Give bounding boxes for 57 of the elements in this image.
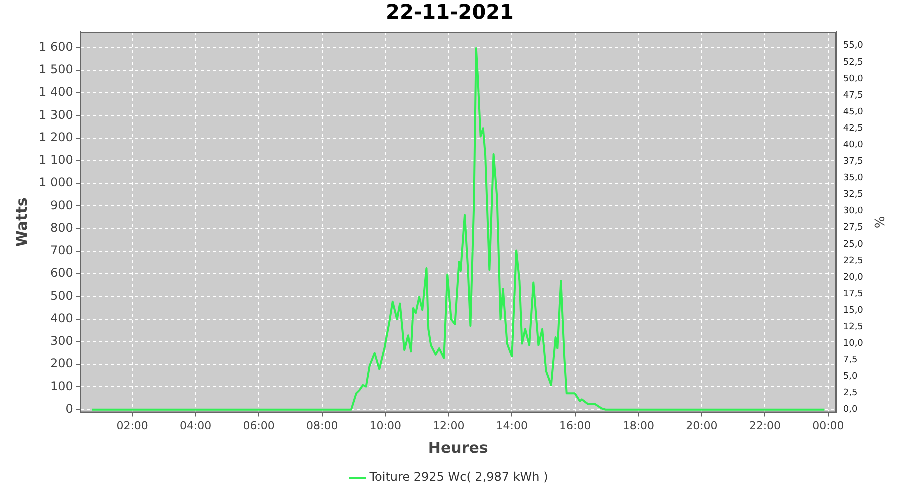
y2-tick-label: 15,0 (843, 306, 864, 316)
y-tick-label: 900 (50, 198, 74, 212)
x-tick-label: 20:00 (686, 419, 718, 432)
y-tick-label: 300 (50, 334, 74, 348)
y2-tick-label: 37,5 (843, 157, 864, 168)
y2-tick-label: 22,5 (843, 256, 864, 266)
y2-tick-label: 45,0 (843, 107, 864, 118)
y2-tick-label: 12,5 (843, 322, 864, 333)
y-tick-label: 200 (50, 356, 74, 371)
y2-tick-label: 47,5 (843, 90, 864, 101)
x-tick-label: 06:00 (243, 419, 275, 432)
x-tick-label: 16:00 (560, 419, 592, 432)
y-tick-label: 1 300 (38, 108, 74, 122)
y-tick-label: 1 400 (38, 85, 74, 100)
y2-tick-label: 7,5 (843, 356, 858, 366)
y2-tick-label: 55,0 (843, 41, 864, 52)
y-tick-label: 700 (50, 244, 74, 258)
x-tick-label: 02:00 (116, 419, 148, 432)
y2-tick-label: 32,5 (843, 190, 864, 200)
x-tick-label: 12:00 (433, 419, 465, 432)
y-tick-label: 1 000 (38, 176, 74, 190)
y-tick-label: 100 (50, 379, 74, 394)
y2-tick-label: 35,0 (843, 174, 864, 184)
x-axis-title: Heures (428, 438, 488, 457)
x-tick-label: 04:00 (180, 419, 212, 432)
legend-label: Toiture 2925 Wc( 2,987 kWh ) (368, 470, 548, 484)
y2-tick-label: 25,0 (843, 240, 864, 250)
x-tick-label: 08:00 (306, 419, 338, 432)
chart-title: 22-11-2021 (386, 0, 514, 24)
x-tick-label: 00:00 (812, 419, 844, 432)
y-tick-label: 0 (66, 402, 74, 416)
y2-tick-label: 10,0 (843, 339, 864, 350)
y2-tick-label: 30,0 (843, 206, 864, 217)
y-tick-label: 500 (50, 288, 74, 303)
y2-tick-label: 42,5 (843, 124, 864, 134)
y-tick-label: 400 (50, 311, 74, 326)
x-tick-label: 14:00 (496, 419, 528, 432)
y-axis-title: Watts (12, 198, 31, 248)
y-tick-label: 1 500 (38, 62, 74, 77)
y2-axis-title: % (870, 216, 886, 229)
y-tick-label: 1 200 (38, 130, 74, 144)
y2-tick-label: 52,5 (843, 58, 864, 68)
y-tick-label: 600 (50, 266, 74, 280)
y-tick-label: 800 (50, 220, 74, 235)
y2-tick-label: 0,0 (843, 405, 858, 416)
y-tick-label: 1 600 (38, 40, 74, 54)
y2-tick-label: 40,0 (843, 140, 864, 151)
y2-tick-label: 50,0 (843, 74, 864, 84)
y-tick-label: 1 100 (38, 153, 74, 168)
y2-tick-label: 5,0 (843, 372, 858, 382)
y2-tick-label: 2,5 (843, 388, 858, 399)
x-tick-label: 10:00 (370, 419, 402, 432)
x-tick-label: 22:00 (749, 419, 782, 432)
y2-tick-label: 20,0 (843, 272, 864, 283)
x-tick-label: 18:00 (622, 419, 655, 432)
y2-tick-label: 17,5 (843, 289, 864, 300)
y2-tick-label: 27,5 (843, 223, 864, 234)
